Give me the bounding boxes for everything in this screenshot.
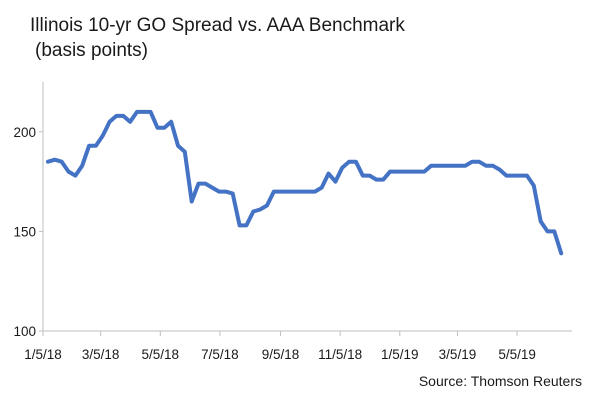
data-point	[212, 187, 213, 188]
data-point	[75, 175, 76, 176]
data-point	[349, 161, 350, 162]
data-point	[472, 161, 473, 162]
source-note: Source: Thomson Reuters	[418, 373, 582, 389]
data-point	[533, 185, 534, 186]
data-point	[355, 161, 356, 162]
x-tick-label: 5/5/19	[498, 347, 536, 362]
data-point	[253, 211, 254, 212]
data-point	[397, 171, 398, 172]
data-point	[417, 171, 418, 172]
data-point	[68, 171, 69, 172]
data-point	[314, 191, 315, 192]
data-point	[342, 167, 343, 168]
data-point	[130, 121, 131, 122]
y-tick-label: 200	[13, 125, 36, 140]
data-point	[431, 165, 432, 166]
data-point	[109, 121, 110, 122]
chart-title: Illinois 10-yr GO Spread vs. AAA Benchma…	[30, 15, 405, 36]
data-point	[61, 161, 62, 162]
chart-title-block: Illinois 10-yr GO Spread vs. AAA Benchma…	[30, 13, 405, 63]
data-point	[383, 179, 384, 180]
data-point	[540, 221, 541, 222]
x-tick-label: 7/5/18	[201, 347, 239, 362]
data-point	[102, 135, 103, 136]
data-point	[301, 191, 302, 192]
data-point	[499, 169, 500, 170]
data-point	[239, 225, 240, 226]
data-point	[205, 183, 206, 184]
data-point	[95, 145, 96, 146]
data-point	[198, 183, 199, 184]
data-point	[321, 187, 322, 188]
data-point	[219, 191, 220, 192]
data-point	[458, 165, 459, 166]
data-point	[273, 191, 274, 192]
data-point	[225, 191, 226, 192]
data-point	[561, 253, 562, 254]
data-point	[150, 111, 151, 112]
data-point	[246, 225, 247, 226]
data-point	[479, 161, 480, 162]
data-point	[513, 175, 514, 176]
data-point	[424, 171, 425, 172]
plot-area	[46, 109, 564, 256]
x-tick-label: 3/5/19	[439, 347, 477, 362]
data-point	[527, 175, 528, 176]
y-tick-label: 150	[13, 224, 36, 239]
data-point	[178, 145, 179, 146]
x-tick-label: 9/5/18	[262, 347, 300, 362]
data-point	[157, 127, 158, 128]
data-point	[184, 151, 185, 152]
data-point	[492, 165, 493, 166]
data-point	[294, 191, 295, 192]
data-point	[451, 165, 452, 166]
data-point	[438, 165, 439, 166]
data-point	[116, 115, 117, 116]
chart-axes: 100 150 200 1/5/18 3/5/18 5/5/18 7/5/18 9/5/18 1…	[13, 82, 572, 362]
data-point	[554, 231, 555, 232]
data-point	[369, 175, 370, 176]
x-tick-label: 11/5/18	[318, 347, 362, 362]
data-point	[260, 209, 261, 210]
data-point	[328, 173, 329, 174]
data-point	[485, 165, 486, 166]
data-point	[362, 175, 363, 176]
data-point	[267, 205, 268, 206]
data-point	[390, 171, 391, 172]
data-point	[171, 121, 172, 122]
data-point	[506, 175, 507, 176]
data-point	[232, 193, 233, 194]
x-tick-label: 1/5/18	[24, 347, 62, 362]
data-point	[287, 191, 288, 192]
data-point	[520, 175, 521, 176]
series-line	[46, 109, 564, 256]
data-point	[308, 191, 309, 192]
data-point	[191, 201, 192, 202]
data-point	[465, 165, 466, 166]
data-point	[164, 127, 165, 128]
data-point	[403, 171, 404, 172]
data-point	[410, 171, 411, 172]
data-point	[89, 145, 90, 146]
data-point	[335, 181, 336, 182]
data-point	[376, 179, 377, 180]
x-tick-label: 1/5/19	[381, 347, 419, 362]
data-point	[444, 165, 445, 166]
x-tick-label: 3/5/18	[82, 347, 120, 362]
data-point	[547, 231, 548, 232]
x-tick-label: 5/5/18	[142, 347, 180, 362]
data-point	[280, 191, 281, 192]
chart-subtitle: (basis points)	[35, 40, 148, 61]
data-point	[143, 111, 144, 112]
data-point	[123, 115, 124, 116]
data-point	[82, 165, 83, 166]
data-point	[54, 159, 55, 160]
data-point	[137, 111, 138, 112]
y-tick-label: 100	[13, 324, 36, 339]
data-point	[48, 161, 49, 162]
